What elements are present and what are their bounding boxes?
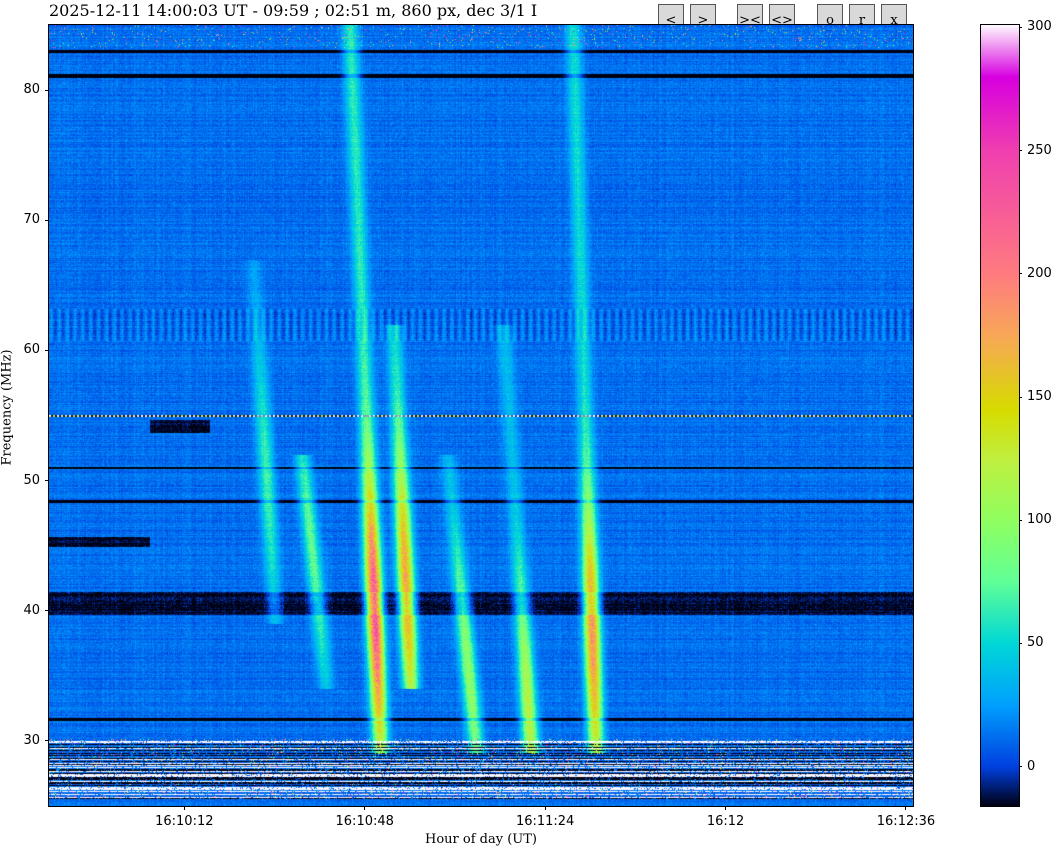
- x-axis-label: Hour of day (UT): [425, 832, 537, 847]
- x-tick: [544, 806, 546, 810]
- colorbar-tick: [1018, 519, 1022, 521]
- colorbar-tick: [1018, 396, 1022, 398]
- y-tick-label: 40: [23, 602, 40, 618]
- colorbar-tick-label: 250: [1027, 142, 1052, 158]
- x-tick: [725, 806, 727, 810]
- y-tick-label: 80: [23, 82, 40, 98]
- colorbar-tick: [1018, 26, 1022, 28]
- y-tick: [45, 219, 49, 221]
- colorbar-tick-label: 0: [1027, 758, 1036, 774]
- spectrogram-plot-area[interactable]: [48, 24, 914, 807]
- x-tick-label: 16:11:24: [515, 814, 575, 829]
- x-tick-label: 16:10:48: [335, 814, 394, 829]
- colorbar-tick: [1018, 273, 1022, 275]
- colorbar: [980, 24, 1020, 807]
- x-tick-label: 16:12:36: [876, 814, 936, 829]
- x-tick: [183, 806, 185, 810]
- spectrogram-heatmap[interactable]: [49, 25, 913, 806]
- x-tick: [905, 806, 907, 810]
- colorbar-tick-label: 150: [1027, 389, 1052, 405]
- y-tick-label: 50: [23, 472, 40, 488]
- colorbar-tick: [1018, 150, 1022, 152]
- colorbar-tick-label: 100: [1027, 512, 1052, 528]
- y-tick: [45, 89, 49, 91]
- y-tick: [45, 349, 49, 351]
- x-tick-label: 16:10:12: [155, 814, 214, 829]
- y-tick: [45, 740, 49, 742]
- colorbar-tick-label: 200: [1027, 265, 1052, 281]
- colorbar-tick: [1018, 642, 1022, 644]
- colorbar-tick-label: 300: [1027, 19, 1052, 35]
- y-tick-label: 60: [23, 342, 40, 358]
- y-tick-label: 30: [23, 732, 40, 748]
- colorbar-tick-label: 50: [1027, 635, 1044, 651]
- colorbar-tick: [1018, 766, 1022, 768]
- y-tick: [45, 480, 49, 482]
- x-tick-label: 16:12: [706, 814, 745, 829]
- y-tick-label: 70: [23, 212, 40, 228]
- y-axis-label: Frequency (MHz): [0, 349, 15, 466]
- x-tick: [364, 806, 366, 810]
- plot-title: 2025-12-11 14:00:03 UT - 09:59 ; 02:51 m…: [49, 1, 538, 20]
- y-tick: [45, 610, 49, 612]
